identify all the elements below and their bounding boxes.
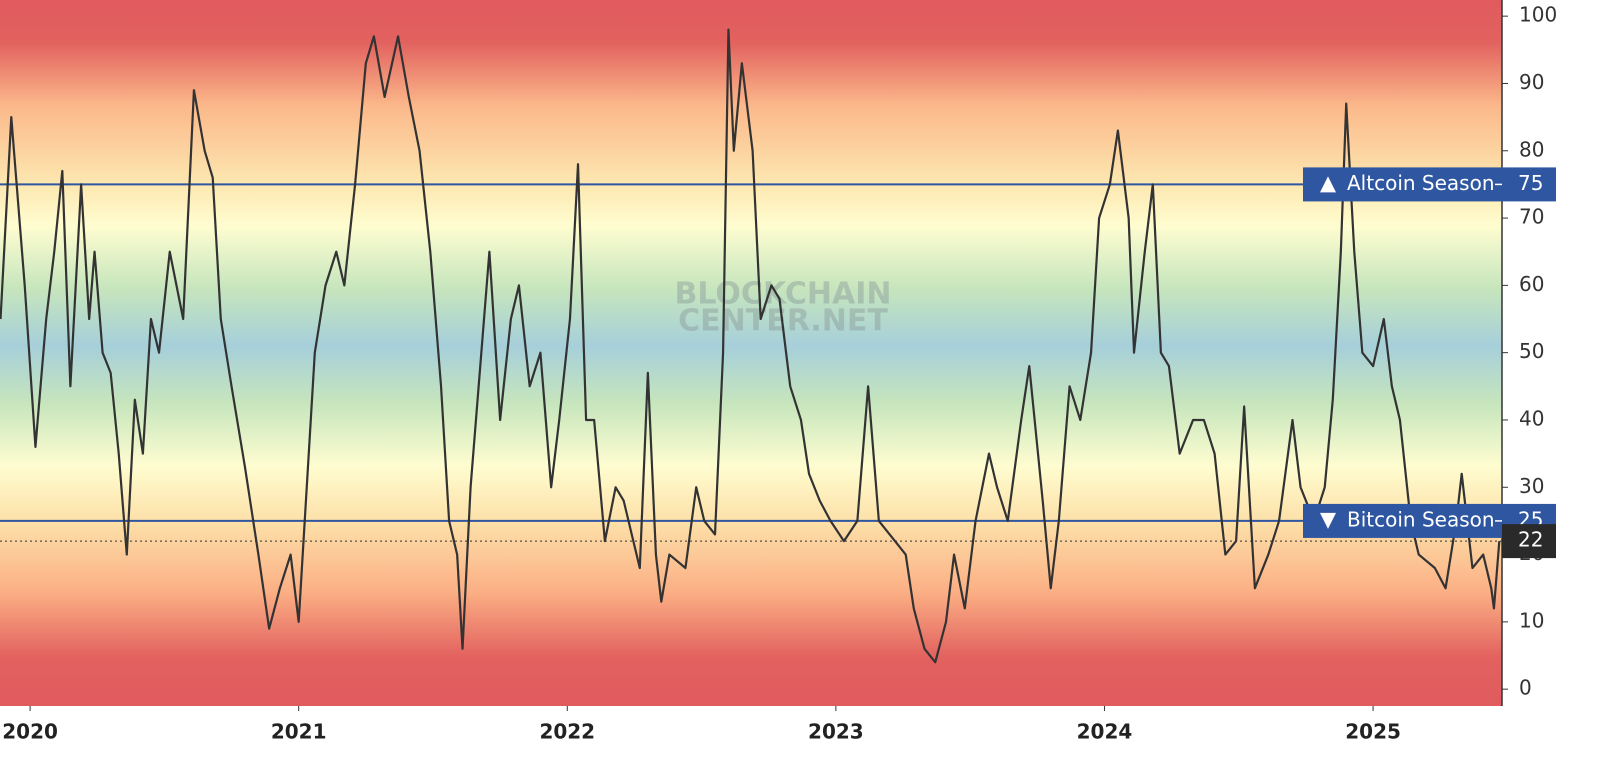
- y-tick-label: 80: [1519, 137, 1544, 161]
- level-name: Altcoin Season: [1347, 171, 1495, 195]
- x-tick-label: 2022: [539, 720, 595, 744]
- level-name: Bitcoin Season: [1347, 507, 1495, 531]
- index-line: [0, 28, 1501, 664]
- y-tick-label: 30: [1519, 474, 1544, 498]
- x-tick-label: 2025: [1345, 720, 1401, 744]
- y-tick-label: 0: [1519, 676, 1532, 700]
- x-tick-label: 2021: [271, 720, 327, 744]
- y-tick-label: 70: [1519, 205, 1544, 229]
- current-tag: [1502, 524, 1556, 559]
- y-tick-label: 50: [1519, 339, 1544, 363]
- y-tick-label: 40: [1519, 406, 1544, 430]
- y-tick-label: 90: [1519, 70, 1544, 94]
- y-tick-label: 60: [1519, 272, 1544, 296]
- x-tick-label: 2024: [1077, 720, 1133, 744]
- level-tag: [1303, 167, 1556, 202]
- x-tick-label: 2023: [808, 720, 864, 744]
- x-tick-label: 2020: [2, 720, 58, 744]
- plot-background: [0, 0, 1502, 706]
- y-tick-label: 10: [1519, 608, 1544, 632]
- level-value: 75: [1518, 171, 1543, 195]
- y-tick-label: 100: [1519, 3, 1557, 27]
- watermark: BLOCKCHAIN: [675, 277, 892, 312]
- level-marker: [1320, 176, 1336, 193]
- current-value: 22: [1518, 528, 1543, 552]
- level-marker: [1320, 512, 1336, 529]
